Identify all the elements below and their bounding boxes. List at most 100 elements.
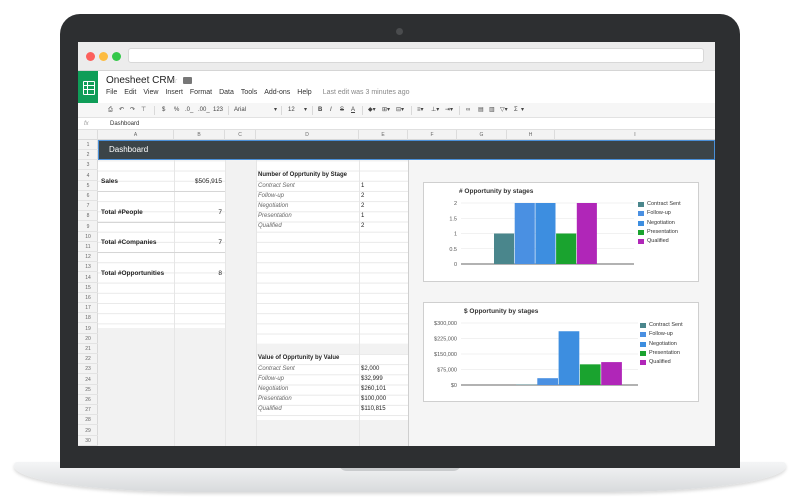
row-header-9[interactable]: 9: [78, 222, 98, 232]
column-header-b[interactable]: B: [174, 130, 225, 140]
chevron-down-icon[interactable]: ▾: [304, 107, 308, 113]
bar-follow-up[interactable]: [514, 203, 535, 264]
undo-icon[interactable]: ↶: [119, 107, 125, 113]
more-formats-button[interactable]: 123: [213, 107, 224, 113]
column-header-c[interactable]: C: [225, 130, 256, 140]
bar-negotiation[interactable]: [535, 203, 556, 264]
sheets-logo-icon[interactable]: [78, 71, 98, 103]
link-icon[interactable]: ∞: [466, 107, 471, 113]
row-header-29[interactable]: 29: [78, 426, 98, 436]
bar-presentation[interactable]: [556, 233, 577, 265]
column-header-i[interactable]: I: [634, 132, 636, 138]
folder-icon[interactable]: [183, 77, 192, 84]
last-edit-status[interactable]: Last edit was 3 minutes ago: [322, 89, 410, 96]
kpi-value[interactable]: 7: [218, 209, 222, 216]
stage-count[interactable]: 1: [361, 183, 365, 189]
menu-format[interactable]: Format: [189, 89, 213, 96]
redo-icon[interactable]: ↷: [130, 107, 136, 113]
print-icon[interactable]: ⎙: [108, 107, 113, 113]
kpi-value[interactable]: 7: [218, 239, 222, 246]
column-header-f[interactable]: F: [408, 130, 457, 140]
column-header-e[interactable]: E: [359, 130, 408, 140]
row-header-7[interactable]: 7: [78, 201, 98, 212]
bar-presentation[interactable]: [579, 364, 601, 385]
row-header-22[interactable]: 22: [78, 354, 98, 365]
menu-insert[interactable]: Insert: [165, 89, 183, 96]
opportunity-count-chart[interactable]: # Opportunity by stages 0 0.5 1 1.5 2 Contra…: [423, 182, 699, 282]
row-header-19[interactable]: 19: [78, 324, 98, 334]
row-header-24[interactable]: 24: [78, 375, 98, 385]
stage-value[interactable]: $260,101: [361, 386, 387, 392]
row-header-27[interactable]: 27: [78, 405, 98, 416]
row-header-6[interactable]: 6: [78, 191, 98, 201]
address-bar[interactable]: [128, 48, 704, 63]
formula-input[interactable]: Dashboard: [110, 121, 140, 127]
row-header-21[interactable]: 21: [78, 344, 98, 354]
borders-icon[interactable]: ⊞▾: [382, 107, 391, 113]
minimize-window-button[interactable]: [99, 52, 108, 61]
percent-button[interactable]: %: [174, 107, 180, 113]
stage-value[interactable]: $32,999: [361, 376, 383, 382]
row-header-28[interactable]: 28: [78, 415, 98, 426]
vertical-align-icon[interactable]: ⊥▾: [431, 107, 440, 113]
row-header-26[interactable]: 26: [78, 395, 98, 405]
filter-icon[interactable]: ▽▾: [500, 107, 508, 113]
bar-follow-up[interactable]: [537, 378, 558, 385]
dashboard-header[interactable]: Dashboard: [98, 140, 715, 160]
bar-negotiation[interactable]: [558, 331, 580, 385]
menu-view[interactable]: View: [143, 89, 159, 96]
star-icon[interactable]: ☆: [170, 75, 179, 85]
row-header-13[interactable]: 13: [78, 262, 98, 273]
kpi-value[interactable]: $505,915: [194, 178, 222, 185]
column-header-g[interactable]: G: [457, 130, 507, 140]
decrease-decimal-button[interactable]: .0_: [185, 107, 194, 113]
bar-qualified[interactable]: [601, 362, 622, 385]
bar-qualified[interactable]: [576, 203, 597, 264]
menu-tools[interactable]: Tools: [240, 89, 258, 96]
bold-icon[interactable]: B: [318, 107, 323, 113]
fill-color-icon[interactable]: ◆▾: [368, 107, 376, 113]
row-header-18[interactable]: 18: [78, 313, 98, 324]
menu-edit[interactable]: Edit: [124, 89, 137, 96]
row-header-12[interactable]: 12: [78, 252, 98, 263]
column-header-d[interactable]: D: [256, 130, 359, 140]
row-header-8[interactable]: 8: [78, 211, 98, 222]
select-all-corner[interactable]: [78, 130, 98, 140]
opportunity-value-chart[interactable]: $ Opportunity by stages $0 $75,000 $150,00…: [423, 302, 699, 402]
bar-contract-sent[interactable]: [494, 233, 515, 265]
comment-icon[interactable]: ▤: [478, 107, 484, 113]
strikethrough-icon[interactable]: S: [340, 107, 345, 113]
chart-icon[interactable]: ▥: [489, 107, 495, 113]
stage-value[interactable]: $110,815: [361, 406, 386, 412]
text-wrap-icon[interactable]: ⇥▾: [445, 107, 454, 113]
menu-file[interactable]: File: [106, 89, 118, 96]
row-header-2[interactable]: 2: [78, 150, 98, 161]
functions-icon[interactable]: Σ: [514, 107, 518, 113]
italic-icon[interactable]: I: [330, 107, 332, 113]
row-header-23[interactable]: 23: [78, 364, 98, 375]
font-select[interactable]: Arial: [234, 107, 247, 113]
stage-value[interactable]: $100,000: [361, 396, 387, 402]
menu-help[interactable]: Help: [297, 89, 312, 96]
row-header-14[interactable]: 14: [78, 273, 98, 283]
currency-button[interactable]: $: [162, 107, 166, 113]
stage-count[interactable]: 1: [361, 213, 365, 219]
menu-data[interactable]: Data: [219, 89, 234, 96]
close-window-button[interactable]: [86, 52, 95, 61]
font-size-select[interactable]: 12: [288, 107, 295, 113]
increase-decimal-button[interactable]: .00_: [198, 107, 210, 113]
row-header-11[interactable]: 11: [78, 242, 98, 252]
text-color-icon[interactable]: A: [351, 107, 356, 113]
kpi-value[interactable]: 8: [218, 270, 222, 277]
row-header-25[interactable]: 25: [78, 385, 98, 395]
maximize-window-button[interactable]: [112, 52, 121, 61]
row-header-1[interactable]: 1: [78, 140, 98, 150]
row-header-17[interactable]: 17: [78, 303, 98, 314]
row-header-3[interactable]: 3: [78, 160, 98, 171]
row-header-15[interactable]: 15: [78, 283, 98, 293]
row-header-30[interactable]: 30: [78, 436, 98, 446]
column-header-h[interactable]: H: [507, 130, 555, 140]
chevron-down-icon[interactable]: ▾: [274, 107, 278, 113]
row-header-20[interactable]: 20: [78, 334, 98, 344]
document-title[interactable]: Onesheet CRM: [106, 75, 175, 86]
